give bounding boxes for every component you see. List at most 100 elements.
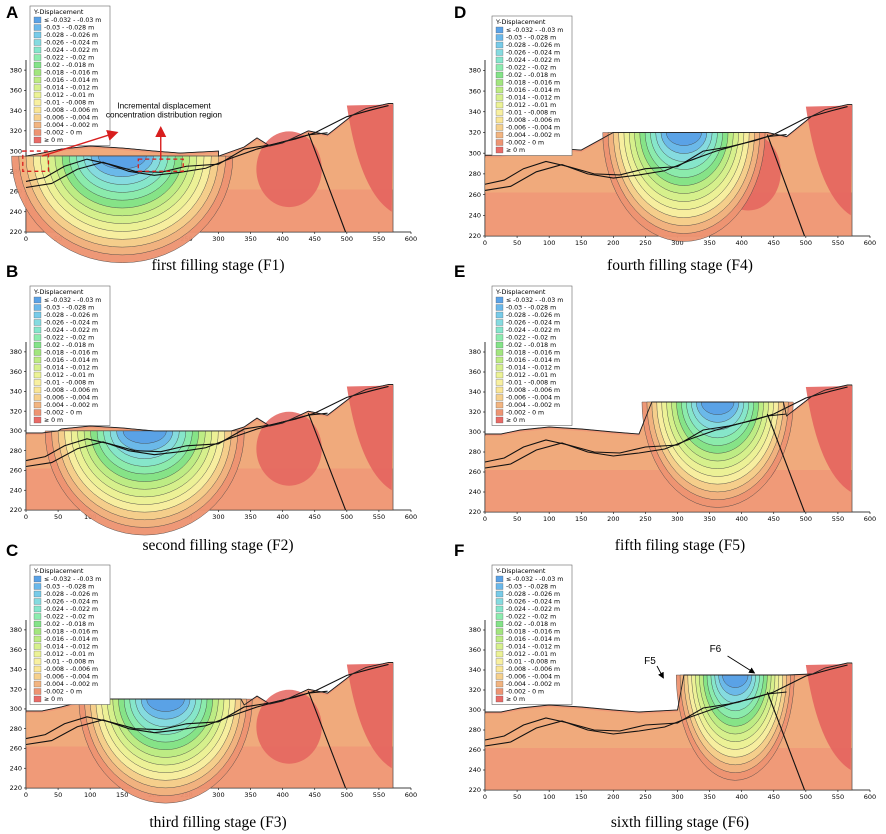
legend-item-label: -0.002 - 0 m <box>44 410 82 417</box>
y-tick-label: 280 <box>10 725 22 733</box>
legend: Y-Displacement≤ -0.032 - -0.03 m-0.03 - … <box>29 564 111 705</box>
legend-item-label: -0.018 - -0.016 m <box>44 629 98 636</box>
panel-letter: B <box>6 262 18 281</box>
x-tick-label: 400 <box>735 793 747 801</box>
panel-letter: C <box>6 541 18 560</box>
legend-box <box>491 564 573 705</box>
x-tick-label: 350 <box>703 793 715 801</box>
panel-caption: fourth filling stage (F4) <box>607 257 753 274</box>
legend-item-label: -0.006 - -0.004 m <box>506 395 560 402</box>
x-tick-label: 350 <box>703 239 715 247</box>
fault-line <box>766 134 806 237</box>
legend-item-label: -0.014 - -0.012 m <box>44 85 98 92</box>
legend-title: Y-Displacement <box>33 288 84 296</box>
legend-swatch <box>33 106 42 114</box>
y-tick-label: 260 <box>469 191 481 199</box>
legend-swatch <box>33 296 42 304</box>
y-tick-label: 220 <box>10 784 22 792</box>
x-tick-label: 550 <box>832 239 844 247</box>
panel-b: B050100150200250300350400450500550600380… <box>6 262 417 554</box>
y-tick-label: 340 <box>10 666 22 674</box>
legend-item-label: -0.026 - -0.024 m <box>44 320 98 327</box>
legend-swatch <box>495 401 504 409</box>
x-tick-label: 400 <box>276 513 288 521</box>
legend-swatch <box>495 139 504 146</box>
stratum-line <box>484 413 787 469</box>
legend-item-label: -0.016 - -0.014 m <box>506 87 560 94</box>
legend-item-label: -0.022 - -0.02 m <box>44 55 94 62</box>
legend-item-label: ≥ 0 m <box>506 696 525 703</box>
y-tick-label: 360 <box>469 87 481 95</box>
fault-line <box>766 691 806 791</box>
positive-lobe-right <box>346 663 394 769</box>
x-tick-label: 350 <box>703 515 715 523</box>
legend-item-label: -0.004 - -0.002 m <box>44 681 98 688</box>
y-tick-label: 380 <box>10 66 22 74</box>
x-tick-label: 50 <box>513 515 521 523</box>
legend-swatch <box>495 124 504 131</box>
legend-swatch <box>33 409 42 416</box>
legend-swatch <box>33 590 42 598</box>
legend-item-label: -0.024 - -0.022 m <box>506 327 560 334</box>
legend-swatch <box>33 401 42 409</box>
y-tick-label: 360 <box>10 646 22 654</box>
legend-box <box>29 285 111 426</box>
legend-item-label: -0.03 - -0.028 m <box>44 584 94 591</box>
legend-swatch <box>495 628 504 635</box>
legend-swatch <box>33 121 42 129</box>
legend-item-label: ≥ 0 m <box>506 417 525 424</box>
highlight-box-left <box>22 150 50 172</box>
x-tick-label: 300 <box>212 235 224 243</box>
x-tick-label: 200 <box>607 239 619 247</box>
legend-item-label: -0.02 - -0.018 m <box>506 342 556 349</box>
y-tick-label: 340 <box>10 388 22 396</box>
y-tick-label: 220 <box>469 786 481 794</box>
stratum-line <box>25 104 389 182</box>
legend-item-label: -0.02 - -0.018 m <box>506 72 556 79</box>
legend-item-label: -0.012 - -0.01 m <box>506 372 556 379</box>
y-tick-label: 260 <box>469 468 481 476</box>
x-tick-label: 100 <box>543 793 555 801</box>
y-tick-label: 300 <box>469 428 481 436</box>
contour-band <box>666 132 702 146</box>
legend-swatch <box>495 650 504 658</box>
panel-caption: fifth filing stage (F5) <box>615 537 745 554</box>
legend-swatch <box>33 680 42 688</box>
x-tick-label: 300 <box>212 513 224 521</box>
legend-item-label: -0.024 - -0.022 m <box>44 327 98 334</box>
legend-swatch <box>495 49 504 56</box>
legend-swatch <box>495 71 504 79</box>
legend-swatch <box>495 131 504 139</box>
legend-swatch <box>495 575 504 583</box>
legend-swatch <box>33 54 42 61</box>
x-tick-label: 0 <box>483 515 487 523</box>
y-tick-label: 240 <box>469 488 481 496</box>
legend-item-label: -0.028 - -0.026 m <box>44 312 98 319</box>
contour-band <box>700 401 735 415</box>
y-tick-label: 300 <box>469 706 481 714</box>
legend-swatch <box>495 334 504 341</box>
x-tick-label: 500 <box>341 791 353 799</box>
y-tick-label: 320 <box>469 686 481 694</box>
legend-item-label: -0.01 - -0.008 m <box>506 659 556 666</box>
legend-swatch <box>33 379 42 386</box>
legend-swatch <box>33 76 42 84</box>
legend-swatch <box>495 386 504 394</box>
fault-line <box>307 412 347 511</box>
legend-swatch <box>495 41 504 49</box>
legend-item-label: -0.024 - -0.022 m <box>44 47 98 54</box>
panel-c: C050100150200250300350400450500550600380… <box>6 541 417 831</box>
stratum-line <box>25 412 328 468</box>
legend-item-label: -0.002 - 0 m <box>506 410 544 417</box>
legend-swatch <box>33 311 42 319</box>
legend-item-label: -0.03 - -0.028 m <box>44 305 94 312</box>
y-tick-label: 280 <box>469 726 481 734</box>
legend-item-label: -0.014 - -0.012 m <box>506 365 560 372</box>
y-tick-label: 320 <box>10 407 22 415</box>
legend-item-label: ≤ -0.032 - -0.03 m <box>44 576 101 583</box>
legend-swatch <box>495 319 504 326</box>
legend: Y-Displacement≤ -0.032 - -0.03 m-0.03 - … <box>29 285 111 426</box>
y-tick-label: 220 <box>10 506 22 514</box>
legend-item-label: -0.018 - -0.016 m <box>506 350 560 357</box>
